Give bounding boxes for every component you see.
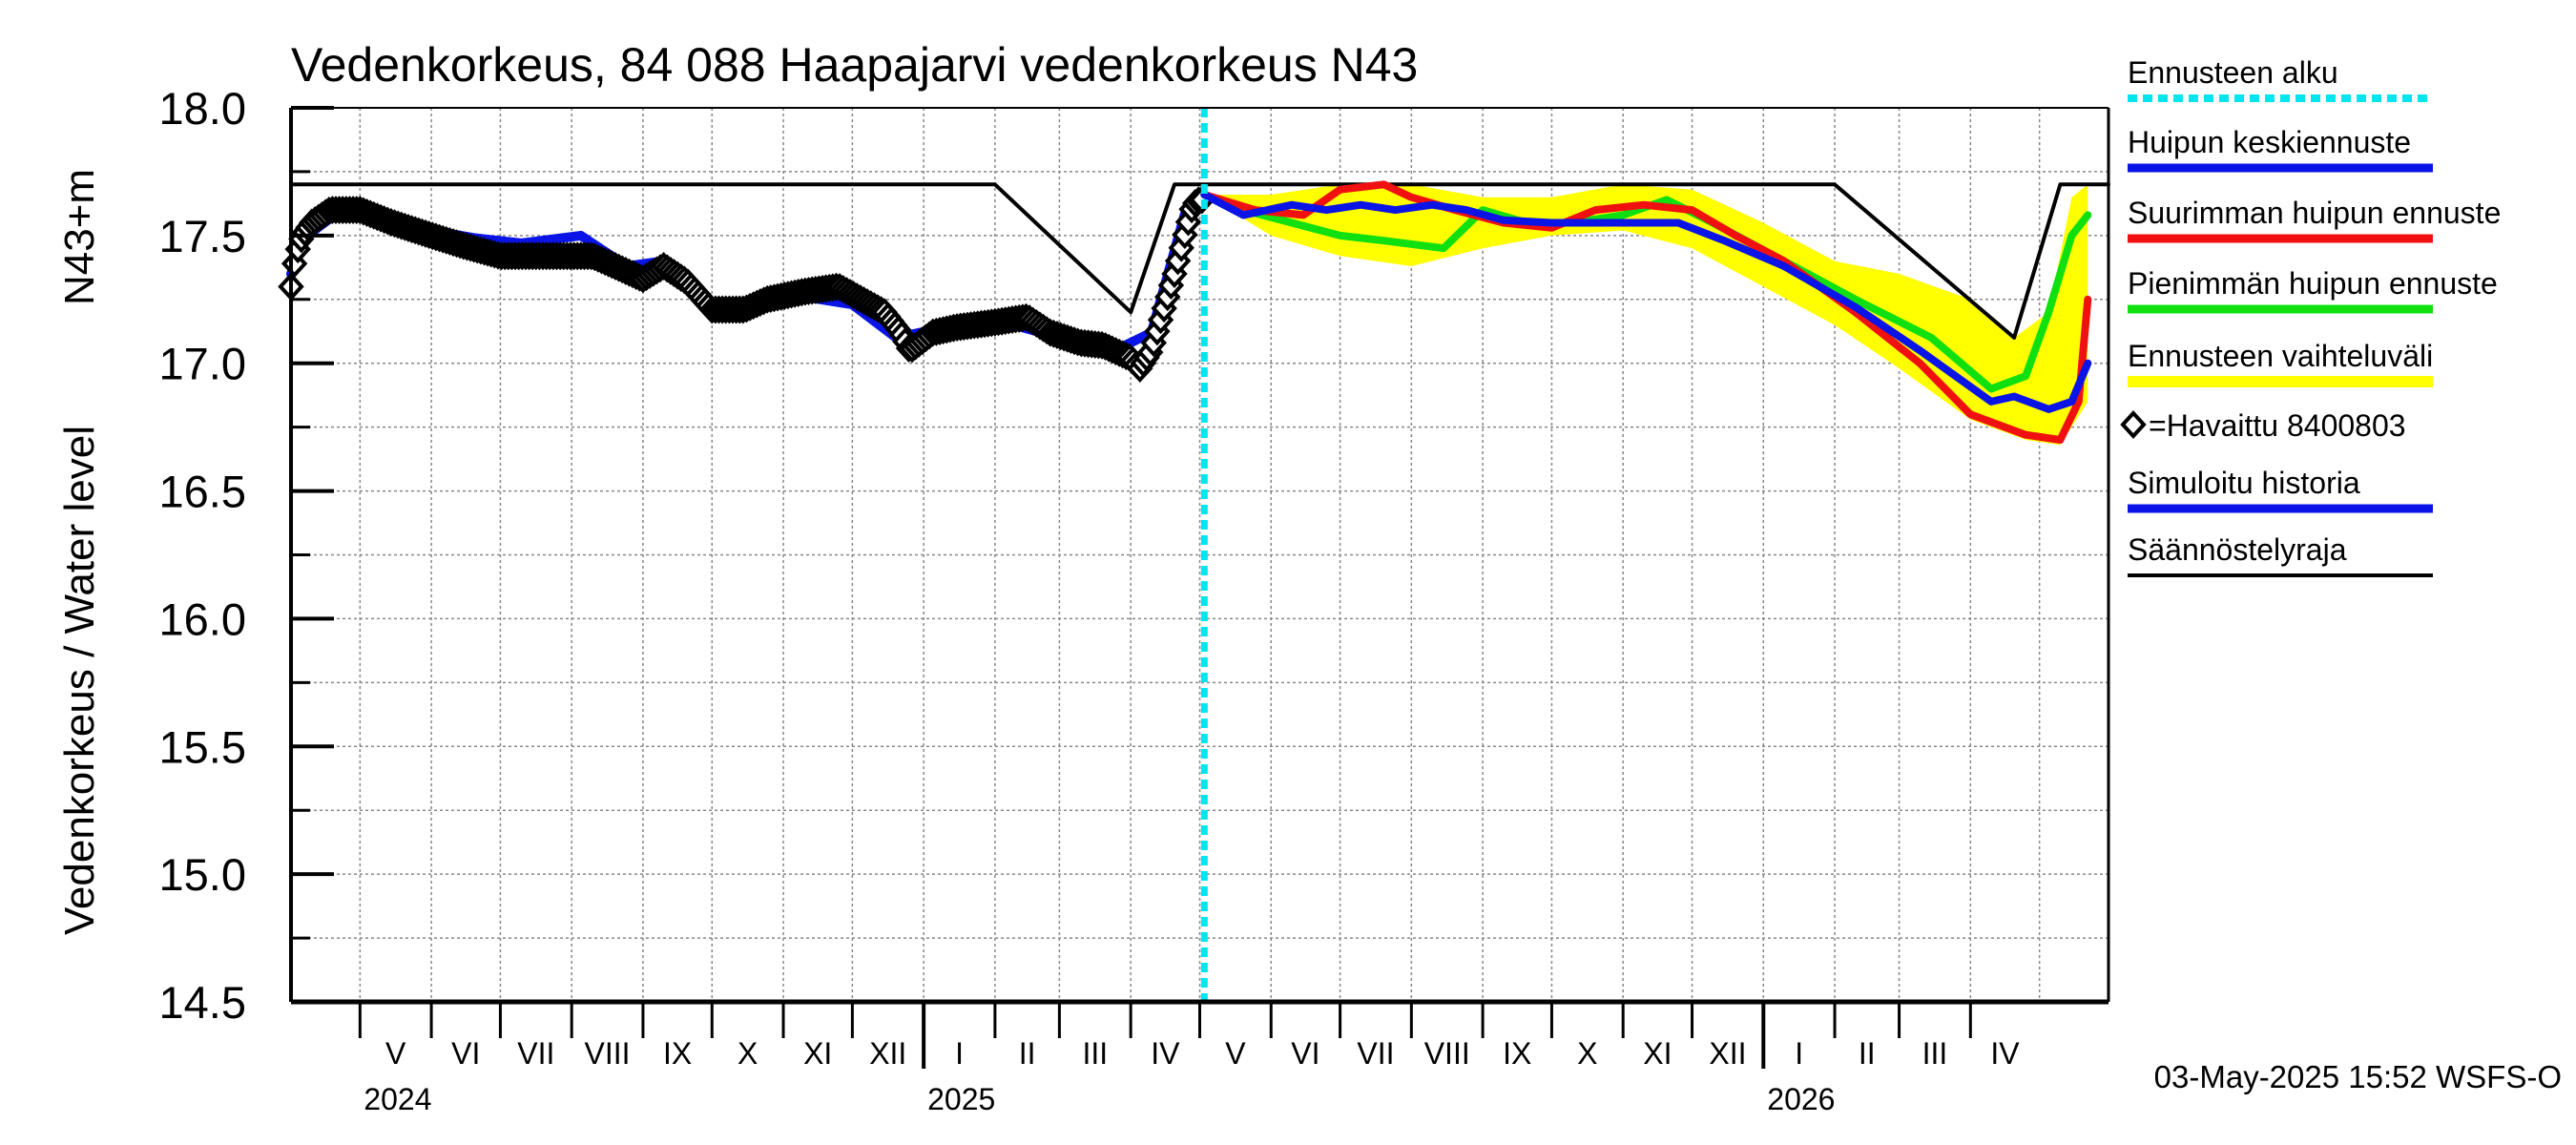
legend-item-sim-label: Simuloitu historia — [2128, 466, 2360, 500]
mean-peak-forecast-line — [1200, 191, 2092, 413]
year-label: 2026 — [1767, 1082, 1835, 1116]
month-label: VI — [451, 1036, 480, 1071]
legend-item-forecast_start-label: Ennusteen alku — [2128, 55, 2338, 90]
y-axis-label-outer: Vedenkorkeus / Water level — [56, 426, 103, 935]
timestamp: 03-May-2025 15:52 WSFS-O — [2154, 1059, 2562, 1094]
month-label: III — [1082, 1036, 1108, 1071]
y-axis-label-inner: N43+m — [56, 169, 103, 305]
y-tick-label: 15.0 — [159, 849, 246, 900]
month-label: IV — [1990, 1036, 2020, 1071]
max-peak-forecast-line — [1200, 180, 2092, 444]
y-tick-label: 16.5 — [159, 467, 246, 517]
month-label: IV — [1151, 1036, 1180, 1071]
month-label: X — [737, 1036, 758, 1071]
chart-title: Vedenkorkeus, 84 088 Haapajarvi vedenkor… — [291, 38, 1418, 92]
legend-item-max-label: Suurimman huipun ennuste — [2128, 196, 2501, 230]
y-tick-label: 14.5 — [159, 977, 246, 1028]
month-label: V — [1225, 1036, 1246, 1071]
month-label: II — [1859, 1036, 1876, 1071]
y-tick-label: 15.5 — [159, 721, 246, 772]
month-label: VI — [1291, 1036, 1319, 1071]
y-tick-label: 18.0 — [159, 83, 246, 134]
y-tick-label: 17.0 — [159, 339, 246, 389]
month-label: VII — [1357, 1036, 1394, 1071]
month-label: XII — [869, 1036, 906, 1071]
month-label: IX — [663, 1036, 692, 1071]
legend-item-observed-label: =Havaittu 8400803 — [2149, 408, 2406, 443]
month-label: XI — [1643, 1036, 1672, 1071]
regulation-limit-line — [289, 182, 2110, 340]
month-label: V — [385, 1036, 406, 1071]
series-layer — [278, 108, 2110, 1002]
year-label: 2025 — [927, 1082, 995, 1116]
month-label: XI — [803, 1036, 832, 1071]
month-label: I — [1795, 1036, 1803, 1071]
month-label: XII — [1709, 1036, 1746, 1071]
year-label: 2024 — [364, 1082, 431, 1116]
month-label: VII — [517, 1036, 554, 1071]
y-tick-label: 16.0 — [159, 593, 246, 644]
month-label: VIII — [585, 1036, 631, 1071]
legend-item-band-label: Ennusteen vaihteluväli — [2128, 339, 2433, 373]
month-label: X — [1577, 1036, 1597, 1071]
legend-item-mean-label: Huipun keskiennuste — [2128, 125, 2411, 159]
legend-item-min-label: Pienimmän huipun ennuste — [2128, 266, 2498, 301]
month-label: I — [955, 1036, 964, 1071]
axes-layer: 18.017.517.016.516.015.515.014.5V VI VII VI… — [159, 83, 2110, 1116]
y-tick-label: 17.5 — [159, 211, 246, 261]
month-label: II — [1019, 1036, 1036, 1071]
month-label: III — [1922, 1036, 1948, 1071]
legend-item-observed-swatch — [2120, 410, 2147, 439]
legend: Ennusteen alku Huipun keskiennuste Suurimm… — [2120, 55, 2501, 577]
month-label: VIII — [1424, 1036, 1470, 1071]
legend-item-reg-label: Säännöstelyraja — [2128, 532, 2347, 567]
month-label: IX — [1503, 1036, 1531, 1071]
